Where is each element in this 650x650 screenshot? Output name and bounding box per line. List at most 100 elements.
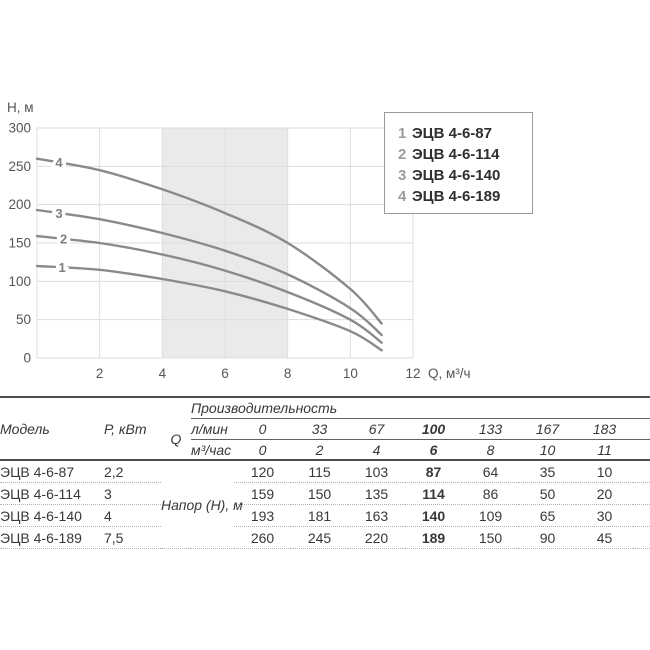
power-cell: 7,5	[104, 526, 161, 549]
empty-cell	[161, 397, 191, 419]
header-lmin-value: 100	[405, 418, 462, 440]
head-value-cell: 114	[405, 482, 462, 505]
head-value-cell: 181	[291, 504, 348, 527]
legend-item-2: 2 ЭЦВ 4-6-114	[398, 144, 532, 165]
head-value-cell: 150	[462, 526, 519, 549]
head-value-cell: 159	[234, 482, 291, 505]
model-cell: ЭЦВ 4-6-140	[0, 504, 104, 527]
header-lmin-value: 133	[462, 418, 519, 440]
header-lmin-value: 183	[576, 418, 633, 440]
legend-pump-model: ЭЦВ 4-6-114	[412, 146, 500, 163]
head-value-cell: 86	[462, 482, 519, 505]
head-value-cell: 64	[462, 460, 519, 483]
head-value-cell: 35	[519, 460, 576, 483]
unit-label-m3h: м³/час	[191, 439, 234, 461]
chart-legend: 1 ЭЦВ 4-6-87 2 ЭЦВ 4-6-114 3 ЭЦВ 4-6-140 4 ЭЦВ …	[384, 112, 533, 214]
header-lmin-value: 67	[348, 418, 405, 440]
spacer-cell	[633, 526, 650, 549]
header-m3h-value: 8	[462, 439, 519, 461]
y-tick-label-0: 0	[23, 351, 31, 366]
pump-curve-3	[35, 208, 383, 337]
table-row-ЭЦВ 4-6-140: ЭЦВ 4-6-140 4 193 181 163 140 109 65 30	[0, 504, 650, 527]
head-value-cell: 30	[576, 504, 633, 527]
table-row-ЭЦВ 4-6-114: ЭЦВ 4-6-114 3 159 150 135 114 86 50 20	[0, 482, 650, 505]
spacer-cell	[633, 439, 650, 461]
y-axis-title: Н, м	[7, 100, 34, 115]
column-header-model: Модель	[0, 397, 104, 461]
power-cell: 4	[104, 504, 161, 527]
curve-label-4: 4	[55, 155, 63, 170]
header-lmin-value: 0	[234, 418, 291, 440]
head-value-cell: 193	[234, 504, 291, 527]
x-tick-label-12: 12	[405, 366, 420, 381]
unit-label-lmin: л/мин	[191, 418, 234, 440]
legend-curve-number: 4	[398, 188, 407, 205]
power-cell: 2,2	[104, 460, 161, 483]
pump-curve-4	[35, 157, 383, 325]
legend-item-1: 1 ЭЦВ 4-6-87	[398, 123, 532, 144]
head-value-cell: 220	[348, 526, 405, 549]
model-cell: ЭЦВ 4-6-114	[0, 482, 104, 505]
y-tick-label-300: 300	[8, 121, 31, 136]
head-row-label: Напор (Н), м	[161, 460, 243, 549]
legend-pump-model: ЭЦВ 4-6-87	[412, 125, 492, 142]
legend-curve-number: 3	[398, 167, 407, 184]
header-m3h-value: 4	[348, 439, 405, 461]
header-lmin-value: 33	[291, 418, 348, 440]
head-value-cell: 45	[576, 526, 633, 549]
spacer-cell	[633, 418, 650, 440]
head-value-cell: 20	[576, 482, 633, 505]
table-row-m3h: м³/час 0 2 4 6 8 10 11	[0, 439, 650, 461]
head-value-cell: 65	[519, 504, 576, 527]
head-value-cell: 260	[234, 526, 291, 549]
header-m3h-value: 2	[291, 439, 348, 461]
head-value-cell: 245	[291, 526, 348, 549]
head-value-cell: 150	[291, 482, 348, 505]
head-value-cell: 90	[519, 526, 576, 549]
y-tick-label-250: 250	[8, 159, 31, 174]
y-tick-label-150: 150	[8, 236, 31, 251]
spacer-cell	[633, 460, 650, 483]
pump-spec-table: Модель Р, кВт Производительность Q л/мин…	[0, 396, 650, 549]
spacer-cell	[633, 482, 650, 505]
head-value-cell: 115	[291, 460, 348, 483]
head-value-cell: 120	[234, 460, 291, 483]
table-row-ЭЦВ 4-6-87: ЭЦВ 4-6-87 2,2 Напор (Н), м 120 115 10 3 87 64 35…	[0, 460, 650, 549]
header-lmin-value: 167	[519, 418, 576, 440]
curve-label-2: 2	[60, 232, 67, 247]
head-value-cell: 87	[405, 460, 462, 483]
header-m3h-value: 6	[405, 439, 462, 461]
head-value-cell: 50	[519, 482, 576, 505]
column-header-power: Р, кВт	[104, 397, 161, 461]
x-axis-title: Q, м³/ч	[428, 366, 471, 381]
table-row-ЭЦВ 4-6-189: ЭЦВ 4-6-189 7,5 260 245 220 189 150 90 45	[0, 526, 650, 549]
y-tick-label-50: 50	[16, 312, 31, 327]
header-m3h-value: 0	[234, 439, 291, 461]
pump-curve-1	[35, 264, 383, 352]
header-m3h-value: 10	[519, 439, 576, 461]
head-value-cell: 135	[348, 482, 405, 505]
model-cell: ЭЦВ 4-6-189	[0, 526, 104, 549]
head-value-cell: 10	[576, 460, 633, 483]
x-tick-label-4: 4	[159, 366, 167, 381]
x-tick-label-2: 2	[96, 366, 104, 381]
model-cell: ЭЦВ 4-6-87	[0, 460, 104, 483]
legend-pump-model: ЭЦВ 4-6-189	[412, 188, 501, 205]
legend-pump-model: ЭЦВ 4-6-140	[412, 167, 501, 184]
y-tick-label-100: 100	[8, 274, 31, 289]
pump-curve-2	[35, 234, 383, 344]
curve-label-1: 1	[58, 260, 65, 275]
power-cell: 3	[104, 482, 161, 505]
column-header-q: Q	[161, 418, 191, 461]
column-header-productivity: Производительность	[191, 397, 650, 419]
head-value-cell: 109	[462, 504, 519, 527]
x-tick-label-6: 6	[221, 366, 229, 381]
table-row-productivity-header: Модель Р, кВт Производительность	[0, 397, 650, 461]
y-tick-label-200: 200	[8, 197, 31, 212]
head-value-cell: 163	[348, 504, 405, 527]
legend-curve-number: 2	[398, 146, 407, 163]
head-value-cell: 140	[405, 504, 462, 527]
spacer-cell	[633, 504, 650, 527]
